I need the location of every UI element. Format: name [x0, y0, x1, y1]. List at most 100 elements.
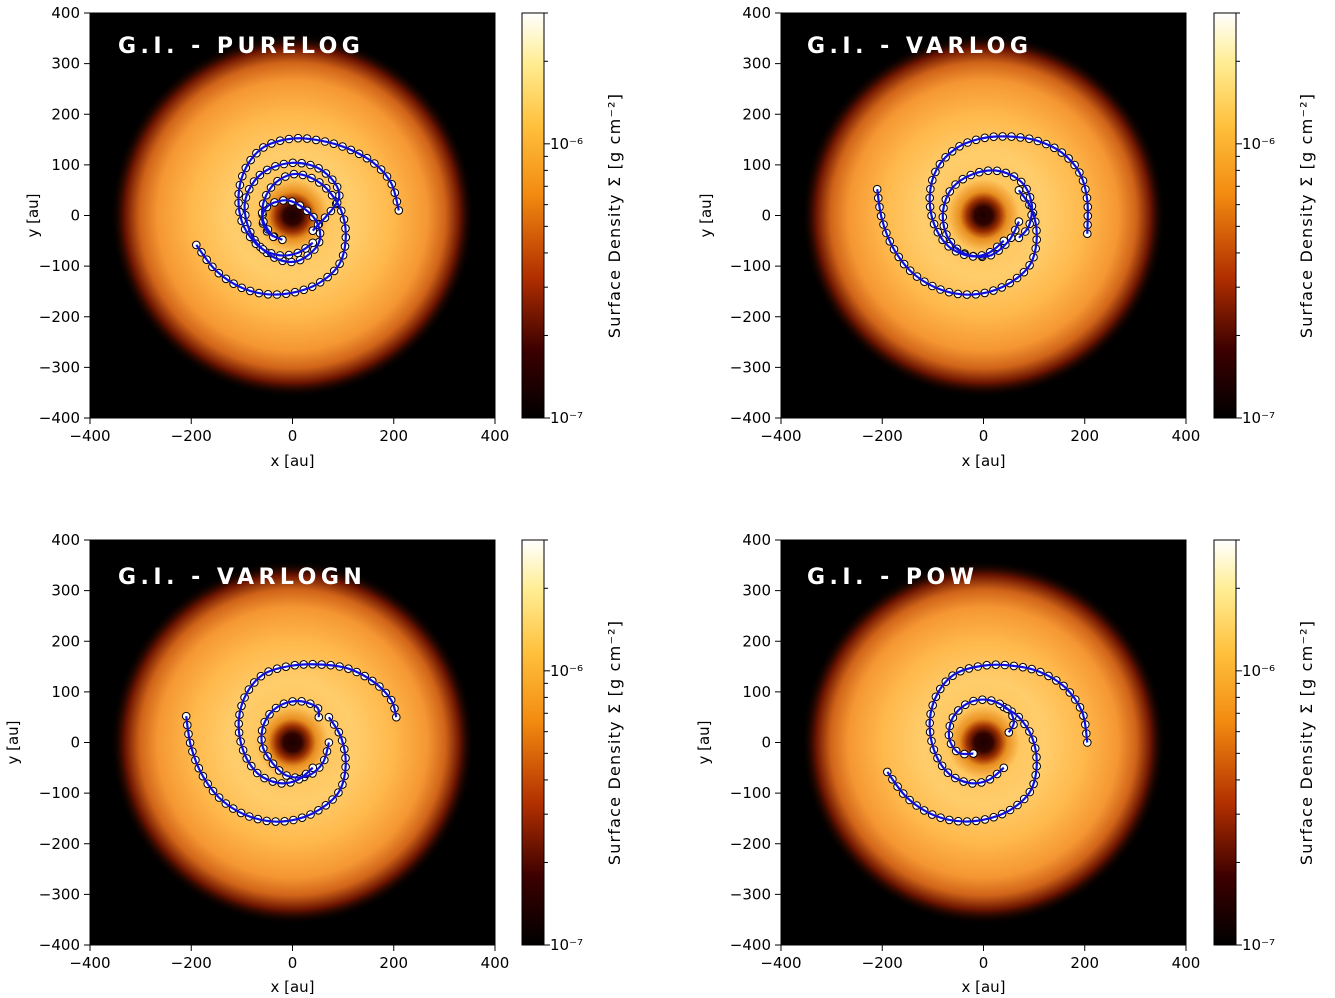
panel-1-yticks: 400 300 200 100 0 −100 −200 −300 −400	[39, 4, 90, 427]
panel-2-fit-line-2	[941, 169, 1034, 258]
panel-4-ytick-label: 100	[742, 683, 771, 701]
colorbar-2-label: Surface Density Σ [g cm⁻²]	[1297, 93, 1316, 338]
panel-3-xtick-label: −200	[171, 954, 212, 972]
panel-3-disc	[110, 560, 475, 925]
panel-4-fit-line-2	[947, 698, 1015, 756]
panel-2-ylabel: y [au]	[697, 193, 715, 237]
panel-4-xtick-label: −200	[862, 954, 903, 972]
colorbar-3-label: Surface Density Σ [g cm⁻²]	[605, 620, 624, 865]
panel-4-xticks: −400 −200 0 200 400	[760, 945, 1200, 972]
panel-3-ytick-label: 0	[70, 734, 80, 752]
colorbar-4: 10⁻⁶ 10⁻⁷ Surface Density Σ [g cm⁻²]	[1213, 539, 1316, 954]
colorbar-3-tick-label-1e-6: 10⁻⁶	[550, 662, 583, 680]
panel-1-ytick-label: −200	[39, 308, 80, 326]
panel-1-xtick-label: 400	[481, 427, 510, 445]
colorbar-2-ticks	[1236, 12, 1242, 419]
panel-3-ytick-label: −400	[39, 936, 80, 954]
panel-3-ytick-label: 300	[51, 582, 80, 600]
panel-3-ylabel: y [au]	[4, 720, 22, 764]
panel-3: G.I. - VARLOGN −400 −200 0 200 400 400 300 200…	[4, 531, 509, 996]
panel-3-ytick-label: −300	[39, 885, 80, 903]
colorbar-2-tick-label-1e-7: 10⁻⁷	[1242, 409, 1275, 427]
panel-3-xlabel: x [au]	[270, 978, 314, 996]
panel-4-ytick-label: −300	[730, 885, 771, 903]
colorbar-4-ticks	[1236, 539, 1242, 946]
colorbar-2-gradient	[1213, 12, 1237, 419]
panel-2-fit-line-3	[928, 135, 1089, 258]
panel-4-disc	[801, 560, 1166, 925]
colorbar-1-gradient	[521, 12, 545, 419]
panel-1-fit-line-3	[237, 137, 400, 257]
panel-4-fit-lines	[886, 663, 1089, 823]
colorbar-4-tick-label-1e-6: 10⁻⁶	[1242, 662, 1275, 680]
panel-1-xlabel: x [au]	[270, 452, 314, 470]
panel-1: G.I. - PURELOG −400 −200 0 200 400 400 300 200…	[24, 4, 509, 470]
panel-4-ytick-label: 400	[742, 531, 771, 549]
panel-2-title: G.I. - VARLOG	[807, 34, 1032, 59]
panel-3-xtick-label: 400	[481, 954, 510, 972]
panel-3-fit-line-3	[237, 663, 398, 785]
colorbar-1-tick-label-1e-6: 10⁻⁶	[550, 135, 583, 153]
panel-1-ylabel: y [au]	[24, 193, 42, 237]
panel-2-ytick-label: −400	[730, 409, 771, 427]
panel-2-ytick-label: 100	[742, 156, 771, 174]
panel-3-ytick-label: 400	[51, 531, 80, 549]
panel-4-xtick-label: −400	[760, 954, 801, 972]
panel-3-xticks: −400 −200 0 200 400	[69, 945, 509, 972]
panel-1-ytick-label: 400	[51, 4, 80, 22]
panel-1-ytick-label: 0	[70, 207, 80, 225]
panel-4-xtick-label: 0	[979, 954, 989, 972]
panel-3-xtick-label: −400	[69, 954, 110, 972]
panel-3-ytick-label: −200	[39, 835, 80, 853]
panel-2-ytick-label: 300	[742, 55, 771, 73]
panel-1-ytick-label: 100	[51, 156, 80, 174]
panel-4-fit-line-3	[928, 663, 1089, 785]
panel-2-xtick-label: −200	[862, 427, 903, 445]
colorbar-2-tick-label-1e-6: 10⁻⁶	[1242, 135, 1275, 153]
panel-4-ytick-label: 0	[761, 734, 771, 752]
panel-1-ytick-label: 300	[51, 55, 80, 73]
panel-1-title: G.I. - PURELOG	[118, 34, 364, 59]
panel-2-xtick-label: 400	[1172, 427, 1201, 445]
panel-2-fit-line-1	[876, 189, 1038, 296]
panel-2-xticks: −400 −200 0 200 400	[760, 418, 1200, 445]
panel-2-xtick-label: 200	[1070, 427, 1099, 445]
panel-1-xticks: −400 −200 0 200 400	[69, 418, 509, 445]
colorbar-3: 10⁻⁶ 10⁻⁷ Surface Density Σ [g cm⁻²]	[521, 539, 624, 954]
panel-4-yticks: 400 300 200 100 0 −100 −200 −300 −400	[730, 531, 781, 954]
colorbar-4-label: Surface Density Σ [g cm⁻²]	[1297, 620, 1316, 865]
panel-1-fit-lines	[195, 137, 400, 296]
panel-4-ylabel: y [au]	[695, 720, 713, 764]
panel-2-ytick-label: −200	[730, 308, 771, 326]
panel-3-ytick-label: 100	[51, 683, 80, 701]
panel-3-ytick-label: −100	[39, 784, 80, 802]
panel-1-ytick-label: −400	[39, 409, 80, 427]
panel-1-fit-line-2	[195, 172, 347, 296]
panel-3-fit-lines	[185, 663, 398, 823]
panel-4: G.I. - POW −400 −200 0 200 400 400 300 200 100 0…	[695, 531, 1200, 996]
colorbar-3-ticks	[544, 539, 550, 946]
panel-2-disc	[801, 33, 1166, 398]
colorbar-1-tick-label-1e-7: 10⁻⁷	[550, 409, 583, 427]
panel-2-ytick-label: −300	[730, 358, 771, 376]
colorbar-4-tick-label-1e-7: 10⁻⁷	[1242, 936, 1275, 954]
colorbar-1: 10⁻⁶ 10⁻⁷ Surface Density Σ [g cm⁻²]	[521, 12, 624, 427]
colorbar-1-label: Surface Density Σ [g cm⁻²]	[605, 93, 624, 338]
panel-1-xtick-label: −400	[69, 427, 110, 445]
panel-1-xtick-label: 200	[379, 427, 408, 445]
panel-3-xtick-label: 200	[379, 954, 408, 972]
panel-4-ytick-label: 300	[742, 582, 771, 600]
panel-1-ytick-label: 200	[51, 105, 80, 123]
panel-4-xlabel: x [au]	[961, 978, 1005, 996]
panel-2-fit-lines	[876, 135, 1089, 296]
panel-2-ytick-label: 400	[742, 4, 771, 22]
panel-3-xtick-label: 0	[288, 954, 298, 972]
panel-4-ytick-label: −100	[730, 784, 771, 802]
panel-1-xtick-label: −200	[171, 427, 212, 445]
panel-2-ytick-label: 0	[761, 207, 771, 225]
panel-4-ytick-label: 200	[742, 632, 771, 650]
panel-4-title: G.I. - POW	[807, 565, 979, 590]
panel-3-fit-line-1	[185, 716, 347, 823]
panel-1-fit-line-1	[243, 161, 341, 264]
